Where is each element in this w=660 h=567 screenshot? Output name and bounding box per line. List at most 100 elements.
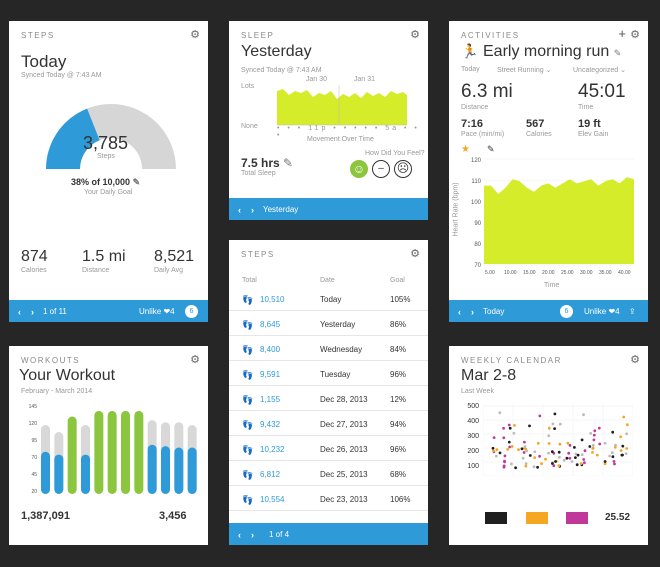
- workout-bar-back: [67, 416, 77, 494]
- scatter-point: [508, 445, 512, 449]
- scatter-point: [613, 445, 617, 449]
- scatter-point: [495, 448, 499, 452]
- table-row[interactable]: 👣 8,645 Yesterday 86%: [229, 311, 428, 336]
- table-row[interactable]: 👣 1,155 Dec 28, 2013 12%: [229, 386, 428, 411]
- steps-total-link[interactable]: 10,510: [260, 295, 285, 304]
- table-row[interactable]: 👣 8,400 Wednesday 84%: [229, 336, 428, 361]
- footprint-icon: 👣: [242, 445, 254, 455]
- unlike-button[interactable]: Unlike ❤4: [584, 307, 620, 316]
- heart-rate-chart: [484, 158, 634, 266]
- table-row[interactable]: 👣 10,232 Dec 26, 2013 96%: [229, 436, 428, 461]
- chevron-right-icon[interactable]: ›: [251, 205, 254, 215]
- table-row[interactable]: 👣 6,812 Dec 25, 2013 68%: [229, 461, 428, 486]
- scatter-point: [502, 464, 506, 468]
- table-row[interactable]: 👣 9,432 Dec 27, 2013 94%: [229, 411, 428, 436]
- card-title: STEPS: [21, 31, 55, 40]
- scatter-point: [550, 450, 554, 453]
- footprint-icon: 👣: [242, 345, 254, 355]
- workout-bar-back: [94, 410, 104, 494]
- scatter-point: [528, 424, 531, 428]
- scatter-point: [533, 456, 537, 459]
- feel-label: How Did You Feel?: [365, 150, 425, 157]
- workout-bar-front: [161, 446, 170, 494]
- type-selector[interactable]: Street Running ⌄: [497, 67, 552, 74]
- table-row[interactable]: 👣 10,554 Dec 23, 2013 106%: [229, 486, 428, 511]
- comment-badge[interactable]: 6: [185, 305, 198, 318]
- time-axis: • • • 11p • • • • • 5a • • •: [277, 125, 420, 139]
- chevron-left-icon[interactable]: ‹: [238, 530, 241, 540]
- steps-gauge: [46, 104, 176, 169]
- scatter-point: [520, 447, 524, 451]
- gear-icon[interactable]: ⚙: [410, 29, 420, 41]
- goal-text: 38% of 10,000 ✎: [71, 177, 141, 187]
- pager: 1 of 4: [269, 530, 290, 539]
- steps-total-link[interactable]: 8,400: [260, 345, 281, 354]
- scatter-point: [582, 458, 586, 461]
- share-icon[interactable]: ⇪: [629, 307, 636, 316]
- steps-total-link[interactable]: 10,232: [260, 445, 285, 454]
- scatter-point: [580, 453, 584, 456]
- steps-date: Dec 25, 2013: [320, 470, 368, 479]
- table-row[interactable]: 👣 9,591 Tuesday 96%: [229, 361, 428, 386]
- steps-goal: 96%: [390, 370, 407, 379]
- scatter-point: [503, 454, 507, 458]
- scatter-point: [553, 427, 556, 430]
- pencil-icon[interactable]: ✎: [283, 156, 294, 170]
- happy-face-icon[interactable]: ☺: [350, 160, 368, 178]
- scatter-point: [558, 442, 562, 446]
- steps-total-link[interactable]: 9,432: [260, 420, 281, 429]
- scatter-point: [507, 440, 511, 444]
- card-title: ACTIVITIES: [461, 31, 520, 40]
- steps-total-link[interactable]: 8,645: [260, 320, 281, 329]
- category-selector[interactable]: Uncategorized ⌄: [573, 67, 626, 74]
- chevron-right-icon[interactable]: ›: [31, 307, 34, 317]
- neutral-face-icon[interactable]: –: [372, 160, 390, 178]
- steps-card: STEPS ⚙ Today Synced Today @ 7:43 AM 3,7…: [9, 21, 208, 322]
- scatter-point: [552, 464, 556, 468]
- chevron-right-icon[interactable]: ›: [471, 307, 474, 317]
- chevron-left-icon[interactable]: ‹: [238, 205, 241, 215]
- steps-total-link[interactable]: 10,554: [260, 495, 285, 504]
- axis-label-none: None: [241, 123, 258, 130]
- footer-label: Yesterday: [263, 205, 299, 214]
- date-selector[interactable]: Today: [461, 66, 480, 73]
- workouts-card: WORKOUTS ⚙ Your Workout February - March…: [9, 346, 208, 545]
- scatter-point: [619, 449, 623, 452]
- scatter-point: [611, 430, 615, 434]
- gear-icon[interactable]: ⚙: [410, 248, 420, 260]
- pencil-icon[interactable]: ✎: [613, 48, 622, 58]
- steps-total-link[interactable]: 6,812: [260, 470, 281, 479]
- page-title: Yesterday: [241, 43, 312, 60]
- legend-swatch-orange: [526, 512, 548, 524]
- chevron-left-icon[interactable]: ‹: [458, 307, 461, 317]
- scatter-point: [591, 451, 594, 454]
- scatter-point: [492, 449, 495, 453]
- chevron-right-icon[interactable]: ›: [251, 530, 254, 540]
- gear-icon[interactable]: ⚙: [190, 354, 200, 366]
- sad-face-icon[interactable]: ☹: [394, 160, 412, 178]
- gear-icon[interactable]: ⚙: [190, 29, 200, 41]
- gear-icon[interactable]: ⚙: [630, 29, 640, 41]
- scatter-point: [521, 456, 525, 460]
- steps-goal: 106%: [390, 495, 411, 504]
- scatter-point: [551, 422, 555, 426]
- star-icon[interactable]: ★: [461, 144, 470, 155]
- workout-bar-back: [121, 410, 130, 494]
- workout-bar-chart: [41, 410, 197, 494]
- scatter-point: [562, 458, 566, 462]
- table-row[interactable]: 👣 10,510 Today 105%: [229, 286, 428, 311]
- pencil-icon[interactable]: ✎: [132, 177, 141, 187]
- steps-total-link[interactable]: 1,155: [260, 395, 281, 404]
- scatter-point: [589, 432, 593, 435]
- chevron-left-icon[interactable]: ‹: [18, 307, 21, 317]
- scatter-point: [592, 433, 596, 437]
- add-icon[interactable]: +: [618, 26, 626, 41]
- unlike-button[interactable]: Unlike ❤4: [139, 307, 175, 316]
- page-title: Mar 2-8: [461, 367, 517, 384]
- steps-total-link[interactable]: 9,591: [260, 370, 281, 379]
- edit-icon[interactable]: ✎: [487, 144, 495, 154]
- comment-badge[interactable]: 6: [560, 305, 573, 318]
- gear-icon[interactable]: ⚙: [630, 354, 640, 366]
- scatter-point: [595, 453, 599, 457]
- stat-daily-avg: 8,521 Daily Avg: [154, 248, 195, 274]
